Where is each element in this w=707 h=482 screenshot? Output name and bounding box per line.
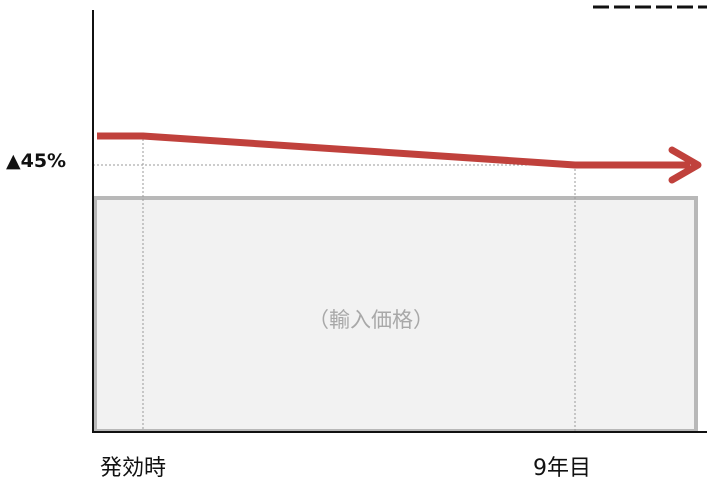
x-axis-label-start: 発効時 — [100, 456, 167, 481]
import-price-label: （輸入価格） — [308, 308, 434, 332]
y-axis-marker-label: ▲45% — [6, 150, 67, 172]
trend-line — [97, 132, 690, 169]
x-axis-label-end: 9年目 — [533, 456, 591, 481]
arrow-right-icon — [668, 146, 702, 184]
import-price-box — [93, 196, 698, 433]
